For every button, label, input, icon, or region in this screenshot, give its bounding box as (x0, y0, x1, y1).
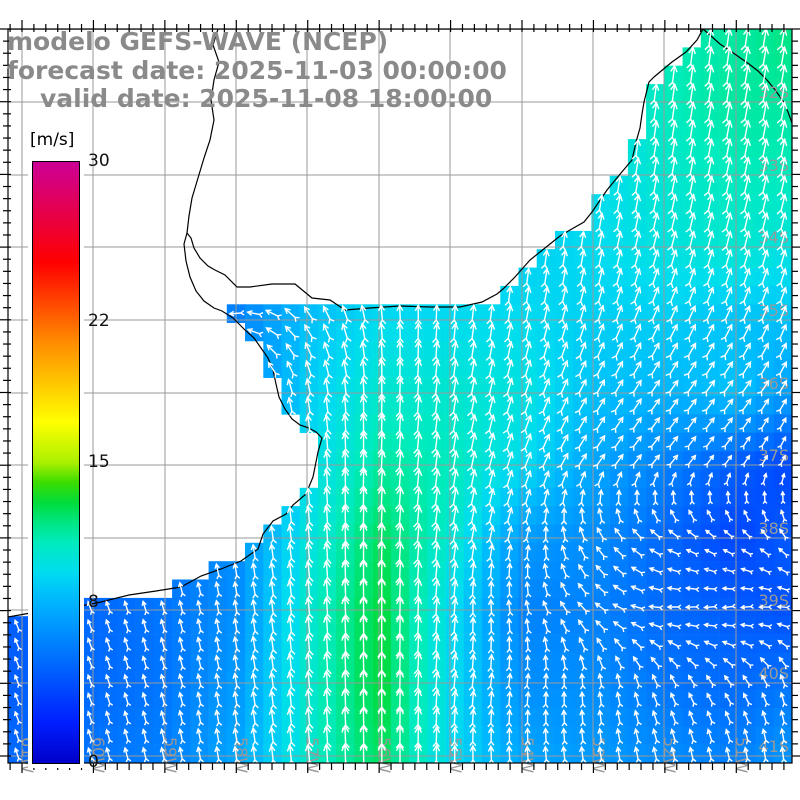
lat-label: 37S (758, 446, 789, 465)
lon-label: 52W (660, 737, 679, 773)
colorbar: [m/s] 30 22 15 8 0 (28, 128, 118, 776)
map-frame-and-ticks (0, 20, 800, 773)
colorbar-tick-label: 15 (88, 451, 110, 472)
lon-label: 59W (161, 737, 180, 773)
lat-label: 40S (758, 664, 789, 683)
river-line (186, 29, 220, 234)
colorbar-gradient (32, 161, 80, 764)
colorbar-tick-label: 0 (88, 752, 99, 772)
lat-label: 38S (758, 519, 789, 538)
wave-direction-arrows (13, 29, 791, 763)
colorbar-tick-label: 8 (88, 591, 99, 612)
colorbar-unit-label: [m/s] (30, 130, 75, 150)
colorbar-tick-label: 30 (88, 151, 110, 171)
lat-label: 35S (758, 301, 789, 320)
colorbar-tick-label: 22 (88, 311, 110, 332)
lat-label: 41S (758, 737, 789, 756)
